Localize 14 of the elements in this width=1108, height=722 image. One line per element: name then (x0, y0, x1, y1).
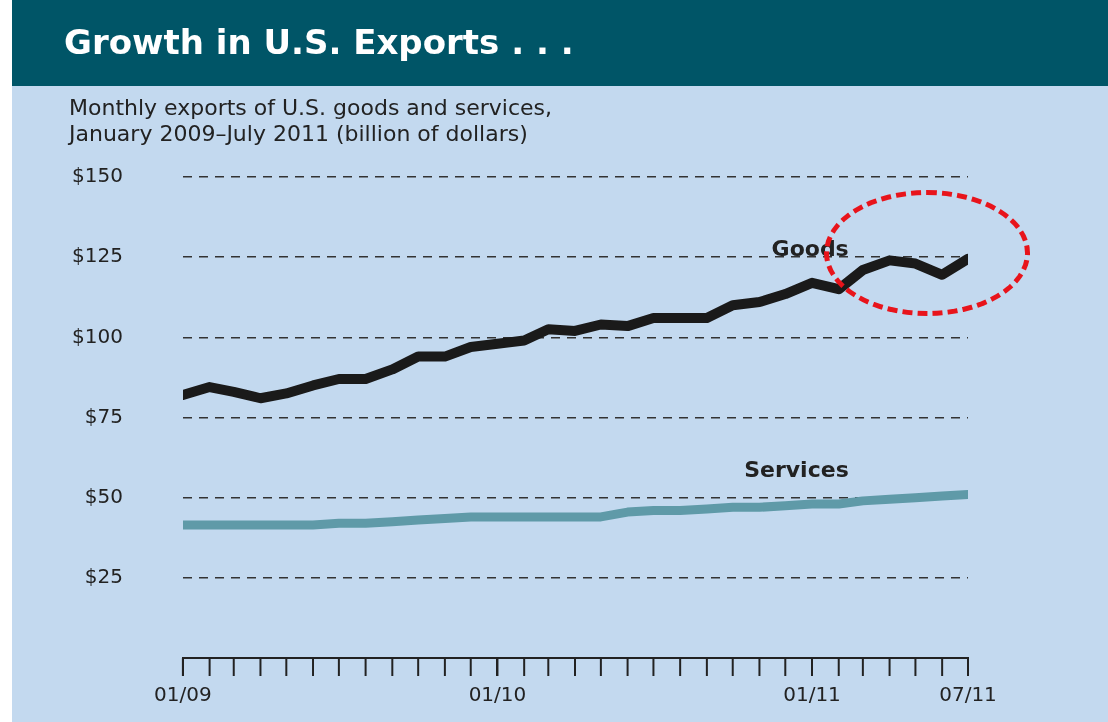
y-tick-label: $50 (84, 483, 123, 508)
y-tick-label: $75 (84, 403, 123, 428)
chart-subtitle: Monthly exports of U.S. goods and services, January 2009–July 2011 (billion of dollars) (69, 95, 552, 147)
x-tick-label: 01/11 (783, 682, 841, 707)
series-label: Goods (771, 235, 849, 261)
chart-title: Growth in U.S. Exports . . . (64, 22, 574, 62)
x-tick-label: 07/11 (939, 682, 997, 707)
y-tick-label: $125 (71, 243, 123, 268)
y-tick-label: $25 (84, 564, 123, 589)
series-label: Services (744, 456, 849, 482)
x-tick-label: 01/09 (154, 682, 212, 707)
y-tick-label: $150 (71, 163, 123, 188)
y-tick-label: $100 (71, 323, 123, 348)
x-tick-label: 01/10 (468, 682, 527, 707)
